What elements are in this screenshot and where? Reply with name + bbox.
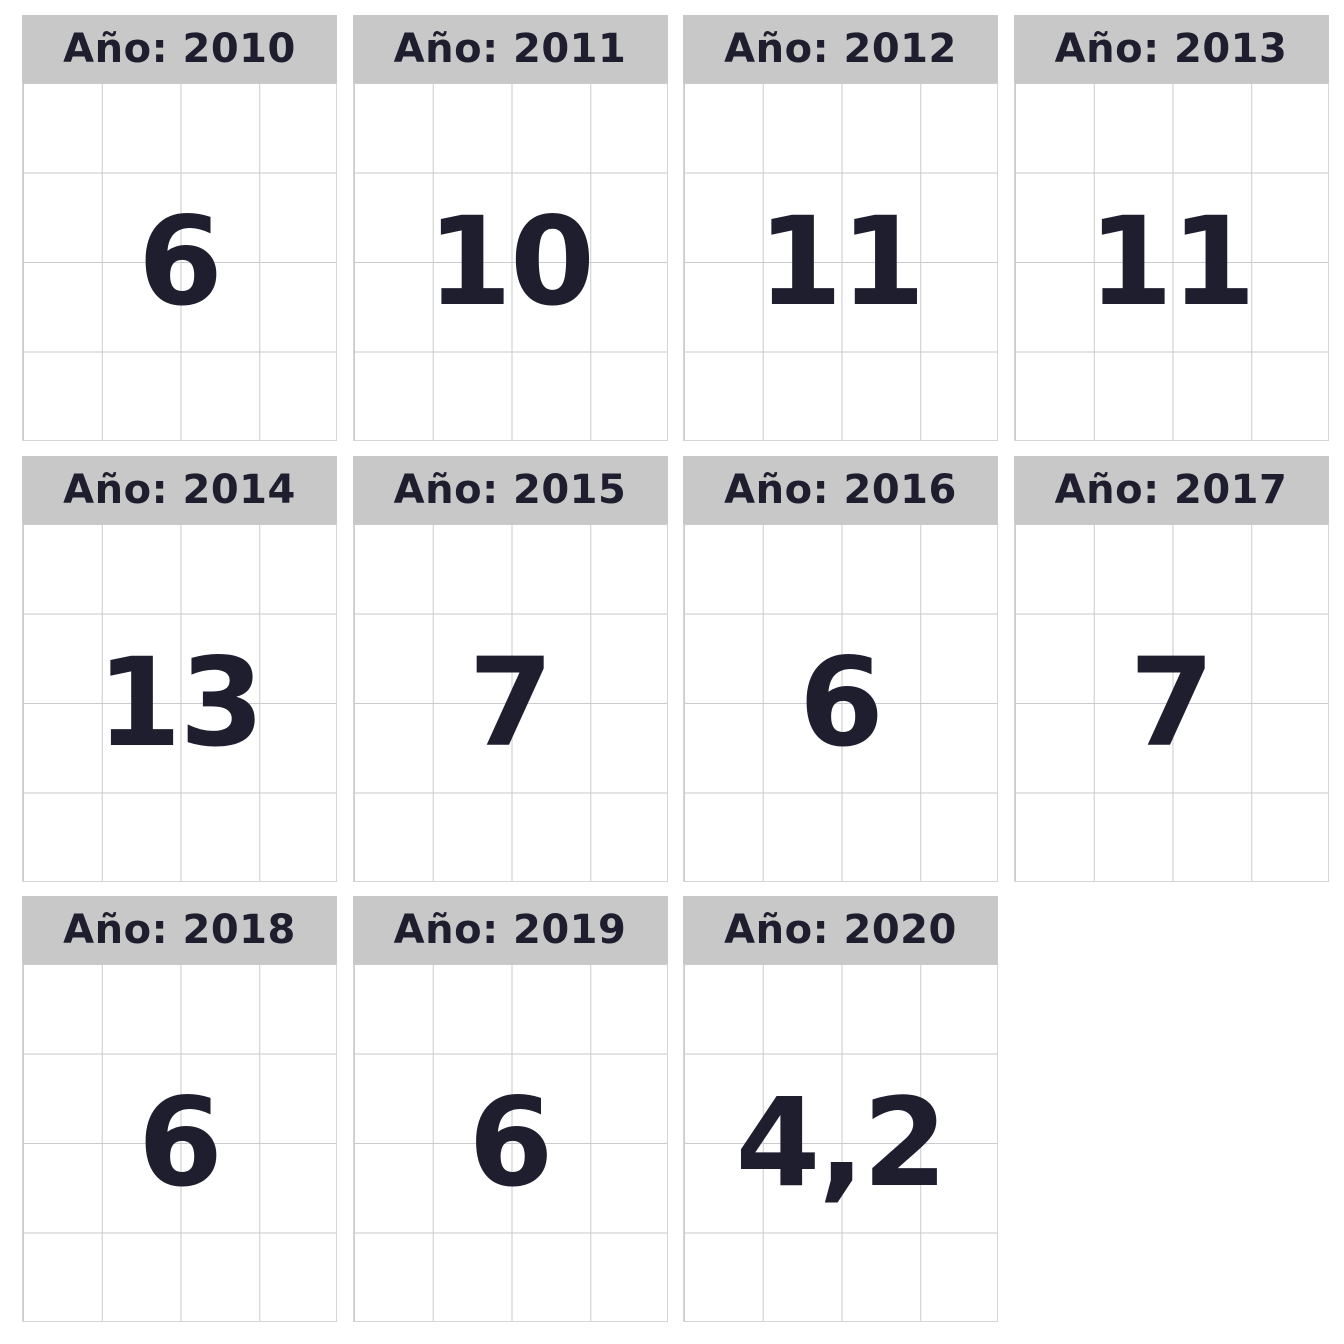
panel-value-label: 11: [757, 191, 926, 333]
panel-grid-background: [352, 964, 668, 1322]
panel-grid-background: [1013, 83, 1329, 441]
year-panel: Año: 2014 13: [22, 455, 337, 882]
year-panel: Año: 2019 6: [352, 896, 668, 1322]
panel-value-label: 7: [1129, 631, 1215, 774]
panel-value-label: 6: [799, 631, 884, 774]
panel-grid-background: [683, 83, 998, 441]
year-panel: Año: 2011 10: [352, 15, 668, 441]
panel-grid-background: [683, 523, 998, 882]
panel-year-label: Año: 2017: [1013, 455, 1329, 524]
panel-value-label: 6: [468, 1072, 554, 1214]
panel-grid-background: [352, 83, 668, 441]
panel-year-label: Año: 2018: [22, 896, 337, 964]
panel-year-label: Año: 2016: [683, 455, 998, 524]
panel-value-label: 4,2: [735, 1072, 947, 1214]
year-panel: Año: 2010 6: [22, 15, 337, 441]
panel-year-label: Año: 2020: [683, 896, 998, 964]
panel-grid-background: [352, 523, 668, 882]
panel-year-label: Año: 2010: [22, 15, 337, 83]
panel-value-label: 6: [138, 191, 223, 333]
panel-value-label: 11: [1088, 191, 1256, 333]
year-panel: Año: 2015 7: [352, 455, 668, 882]
panel-grid-background: [22, 523, 337, 882]
year-panel: Año: 2013 11: [1013, 15, 1329, 441]
year-panel: Año: 2012 11: [683, 15, 998, 441]
year-panel: Año: 2017 7: [1013, 455, 1329, 882]
panel-grid-background: [683, 964, 998, 1322]
year-panel: Año: 2016 6: [683, 455, 998, 882]
panel-year-label: Año: 2014: [22, 455, 337, 524]
panel-year-label: Año: 2013: [1013, 15, 1329, 83]
year-panel: Año: 2018 6: [22, 896, 337, 1322]
panel-grid-background: [1013, 523, 1329, 882]
panel-value-label: 6: [138, 1072, 223, 1214]
panel-value-label: 13: [96, 631, 265, 774]
panel-value-label: 10: [427, 191, 595, 333]
panel-value-label: 7: [468, 631, 554, 774]
panel-grid-background: [22, 83, 337, 441]
panel-year-label: Año: 2019: [352, 896, 668, 964]
panel-year-label: Año: 2015: [352, 455, 668, 524]
panel-grid-background: [22, 964, 337, 1322]
year-panel: Año: 2020 4,2: [683, 896, 998, 1322]
panel-year-label: Año: 2011: [352, 15, 668, 83]
panel-year-label: Año: 2012: [683, 15, 998, 83]
